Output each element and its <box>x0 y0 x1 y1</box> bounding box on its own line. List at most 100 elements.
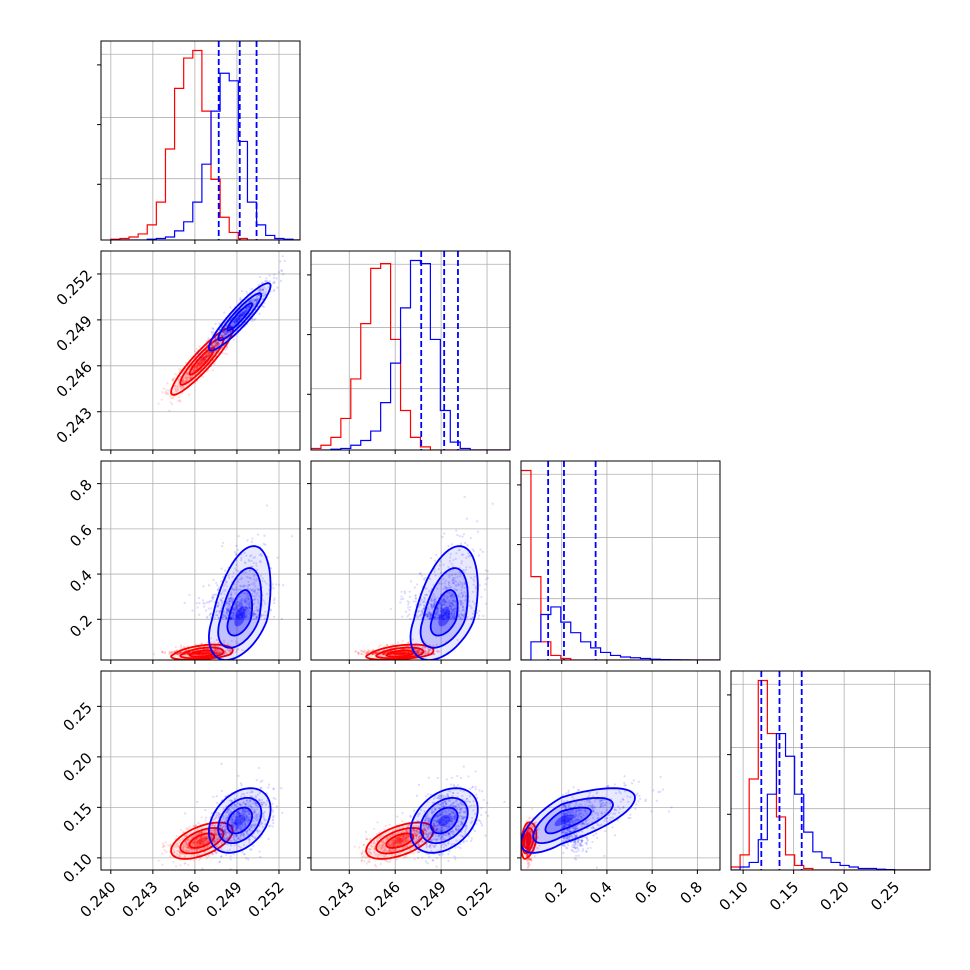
scatter-point <box>259 288 262 291</box>
scatter-point <box>458 596 462 599</box>
scatter-point <box>406 652 409 655</box>
scatter-point <box>214 648 217 652</box>
scatter-point <box>198 841 201 844</box>
scatter-point <box>400 598 403 601</box>
scatter-point <box>433 598 436 601</box>
scatter-point <box>401 651 404 655</box>
scatter-point <box>226 609 229 612</box>
scatter-point <box>226 337 229 341</box>
scatter-point <box>244 598 247 601</box>
scatter-point <box>246 616 250 619</box>
scatter-point <box>245 615 248 618</box>
scatter-point <box>240 602 243 605</box>
scatter-point <box>213 337 217 340</box>
scatter-point <box>373 653 376 656</box>
y-tick-label: 0.6 <box>66 521 96 551</box>
scatter-point <box>223 335 226 338</box>
contour-line <box>217 567 263 649</box>
scatter-point <box>404 653 407 656</box>
scatter-point <box>250 298 253 301</box>
scatter-point <box>176 843 179 846</box>
scatter-point <box>433 601 436 604</box>
scatter-point <box>186 653 190 656</box>
scatter-point <box>225 581 228 584</box>
scatter-point <box>461 583 464 586</box>
scatter-point <box>245 601 248 604</box>
scatter-point <box>429 603 433 606</box>
axes-frame <box>100 250 301 451</box>
scatter-point <box>448 592 451 595</box>
scatter-point <box>200 835 204 838</box>
scatter-point <box>224 828 227 831</box>
scatter-point <box>260 289 263 292</box>
scatter-point <box>214 651 218 654</box>
scatter-point <box>214 841 217 844</box>
scatter-point <box>244 616 247 619</box>
scatter-point <box>200 361 203 364</box>
scatter-point <box>266 592 269 595</box>
scatter-point <box>235 649 238 652</box>
scatter-point <box>433 615 436 619</box>
scatter-point <box>238 609 241 612</box>
scatter-point <box>440 612 443 615</box>
scatter-point <box>469 566 472 569</box>
scatter-point <box>246 612 249 615</box>
scatter-point <box>208 651 211 654</box>
scatter-point <box>181 381 184 384</box>
scatter-point <box>467 552 470 555</box>
scatter-point <box>257 588 260 592</box>
scatter-point <box>247 605 251 608</box>
scatter-point <box>197 651 200 655</box>
scatter-point <box>214 336 217 339</box>
scatter-point <box>450 562 453 565</box>
scatter-point <box>243 592 246 595</box>
scatter-point <box>441 535 444 539</box>
scatter-point <box>205 845 208 848</box>
scatter-point <box>459 574 462 578</box>
scatter-point <box>210 599 213 603</box>
scatter-point <box>196 652 199 656</box>
scatter-point <box>236 319 239 322</box>
scatter-point <box>231 600 234 603</box>
contour-line <box>188 346 216 376</box>
scatter-point <box>185 380 188 383</box>
scatter-point <box>229 618 232 621</box>
scatter-point <box>204 653 207 656</box>
scatter-point <box>398 652 401 655</box>
scatter-point <box>217 343 220 346</box>
scatter-point <box>214 339 217 342</box>
scatter-point <box>445 612 448 615</box>
scatter-point <box>200 362 203 365</box>
scatter-point <box>461 613 465 617</box>
scatter-point <box>234 614 237 617</box>
scatter-point <box>200 848 204 851</box>
scatter-point <box>205 356 209 359</box>
scatter-point <box>223 327 226 330</box>
scatter-point <box>428 617 431 620</box>
scatter-point <box>200 848 203 851</box>
scatter-point <box>241 605 244 608</box>
scatter-point <box>427 649 431 652</box>
scatter-point <box>230 594 233 597</box>
scatter-point <box>175 390 178 393</box>
scatter-point <box>180 387 183 390</box>
scatter-point <box>217 652 220 655</box>
scatter-point <box>243 600 246 603</box>
scatter-point <box>416 651 420 655</box>
scatter-point <box>469 604 472 608</box>
scatter-point <box>178 652 181 655</box>
scatter-point <box>402 652 405 655</box>
scatter-point <box>203 838 206 841</box>
scatter-point <box>444 611 448 615</box>
scatter-point <box>214 355 218 358</box>
scatter-point <box>176 845 180 848</box>
scatter-point <box>232 614 236 618</box>
scatter-point <box>440 582 443 585</box>
scatter-point <box>460 591 463 594</box>
scatter-point <box>198 842 202 845</box>
scatter-point <box>397 652 400 656</box>
scatter-point <box>404 653 407 656</box>
scatter-point <box>451 599 455 602</box>
scatter-point <box>264 543 267 546</box>
scatter-point <box>433 604 436 608</box>
